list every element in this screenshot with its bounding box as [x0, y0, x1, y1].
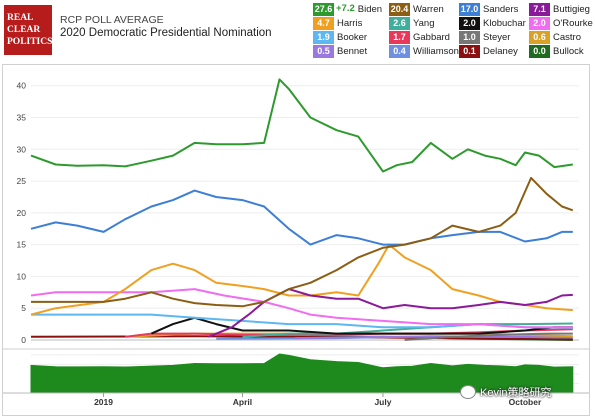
legend-item-williamson[interactable]: 0.4 Williamson — [389, 45, 459, 58]
legend-name: Bennet — [337, 46, 368, 57]
legend: 27.6 +7.2 Biden 20.4 Warren 17.0 Sanders 7.1 But… — [313, 0, 595, 62]
legend-name: O'Rourke — [553, 18, 593, 29]
legend-value: 17.0 — [459, 3, 480, 16]
legend-name: Buttigieg — [553, 4, 590, 15]
legend-name: Delaney — [483, 46, 518, 57]
legend-name: Gabbard — [413, 32, 450, 43]
navigator-area — [30, 353, 574, 394]
y-tick-label: 35 — [17, 113, 27, 123]
wechat-icon — [460, 385, 476, 399]
series-line-biden — [30, 78, 573, 173]
y-tick-label: 15 — [17, 240, 27, 250]
chart-header: REAL CLEAR POLITICS RCP POLL AVERAGE 202… — [0, 0, 595, 62]
legend-name: Warren — [413, 4, 444, 15]
y-tick-label: 40 — [17, 81, 27, 91]
legend-name: Steyer — [483, 32, 511, 43]
legend-item-steyer[interactable]: 1.0 Steyer — [459, 31, 510, 44]
watermark: Kevin策略研究 — [460, 384, 552, 400]
legend-item-biden[interactable]: 27.6 +7.2 Biden — [313, 3, 382, 16]
y-tick-label: 0 — [21, 335, 26, 345]
watermark-text: Kevin策略研究 — [480, 387, 552, 399]
logo-line-1: REAL — [7, 13, 34, 23]
legend-value: 4.7 — [313, 17, 334, 30]
legend-item-sanders[interactable]: 17.0 Sanders — [459, 3, 518, 16]
logo-line-2: CLEAR — [7, 25, 41, 35]
legend-value: 0.0 — [529, 45, 550, 58]
rcp-logo: REAL CLEAR POLITICS — [4, 5, 52, 55]
legend-item-yang[interactable]: 2.6 Yang — [389, 17, 434, 30]
series-line-steyer — [404, 332, 573, 341]
legend-value: 27.6 — [313, 3, 334, 16]
legend-item-orourke[interactable]: 2.0 O'Rourke — [529, 17, 593, 30]
legend-name: Booker — [337, 32, 368, 43]
legend-item-bennet[interactable]: 0.5 Bennet — [313, 45, 367, 58]
series-line-yang — [242, 322, 573, 338]
series-line-sanders — [30, 189, 573, 246]
series-line-buttigieg — [208, 288, 573, 338]
legend-name: Yang — [413, 18, 435, 29]
legend-name: Williamson — [413, 46, 459, 57]
logo-line-3: POLITICS — [7, 37, 53, 47]
series-line-delaney — [30, 335, 573, 341]
y-tick-label: 5 — [21, 303, 26, 313]
series-line-bennet — [294, 335, 573, 340]
legend-value: 0.6 — [529, 31, 550, 44]
legend-value: 2.6 — [389, 17, 410, 30]
legend-item-booker[interactable]: 1.9 Booker — [313, 31, 367, 44]
chart-area: 0 5 10 15 20 25 30 35 40 2019 April July October — [2, 64, 590, 416]
x-tick-label: October — [509, 397, 542, 407]
series-line-warren — [31, 176, 574, 308]
legend-item-gabbard[interactable]: 1.7 Gabbard — [389, 31, 450, 44]
y-tick-label: 25 — [17, 176, 27, 186]
legend-value: 1.7 — [389, 31, 410, 44]
poll-type-label: RCP POLL AVERAGE — [60, 14, 164, 26]
legend-value: 1.9 — [313, 31, 334, 44]
legend-name: Sanders — [483, 4, 519, 15]
legend-name: Biden — [357, 4, 383, 15]
legend-value: 0.4 — [389, 45, 410, 58]
legend-item-bullock[interactable]: 0.0 Bullock — [529, 45, 584, 58]
legend-value: 7.1 — [529, 3, 550, 16]
legend-name: Castro — [553, 32, 581, 43]
line-chart: 0 5 10 15 20 25 30 35 40 2019 April July October — [3, 78, 589, 407]
legend-item-harris[interactable]: 4.7 Harris — [313, 17, 362, 30]
legend-name: Harris — [337, 18, 363, 29]
legend-value: 1.0 — [459, 31, 480, 44]
legend-item-buttigieg[interactable]: 7.1 Buttigieg — [529, 3, 590, 16]
legend-item-delaney[interactable]: 0.1 Delaney — [459, 45, 518, 58]
legend-item-warren[interactable]: 20.4 Warren — [389, 3, 444, 16]
legend-value: 20.4 — [389, 3, 410, 16]
legend-value: 0.1 — [459, 45, 480, 58]
chart-title: 2020 Democratic Presidential Nomination — [60, 27, 272, 39]
y-tick-label: 30 — [17, 144, 27, 154]
y-tick-label: 20 — [17, 208, 27, 218]
legend-value: 2.0 — [529, 17, 550, 30]
legend-spread: +7.2 — [336, 3, 355, 14]
y-tick-label: 10 — [17, 271, 27, 281]
x-tick-label: April — [233, 397, 252, 407]
x-tick-label: July — [374, 397, 391, 407]
legend-name: Klobuchar — [483, 18, 526, 29]
legend-item-klobuchar[interactable]: 2.0 Klobuchar — [459, 17, 526, 30]
legend-name: Bullock — [553, 46, 584, 57]
legend-value: 2.0 — [459, 17, 480, 30]
legend-value: 0.5 — [313, 45, 334, 58]
series-line-harris — [30, 243, 573, 316]
legend-item-castro[interactable]: 0.6 Castro — [529, 31, 581, 44]
x-tick-label: 2019 — [94, 397, 113, 407]
